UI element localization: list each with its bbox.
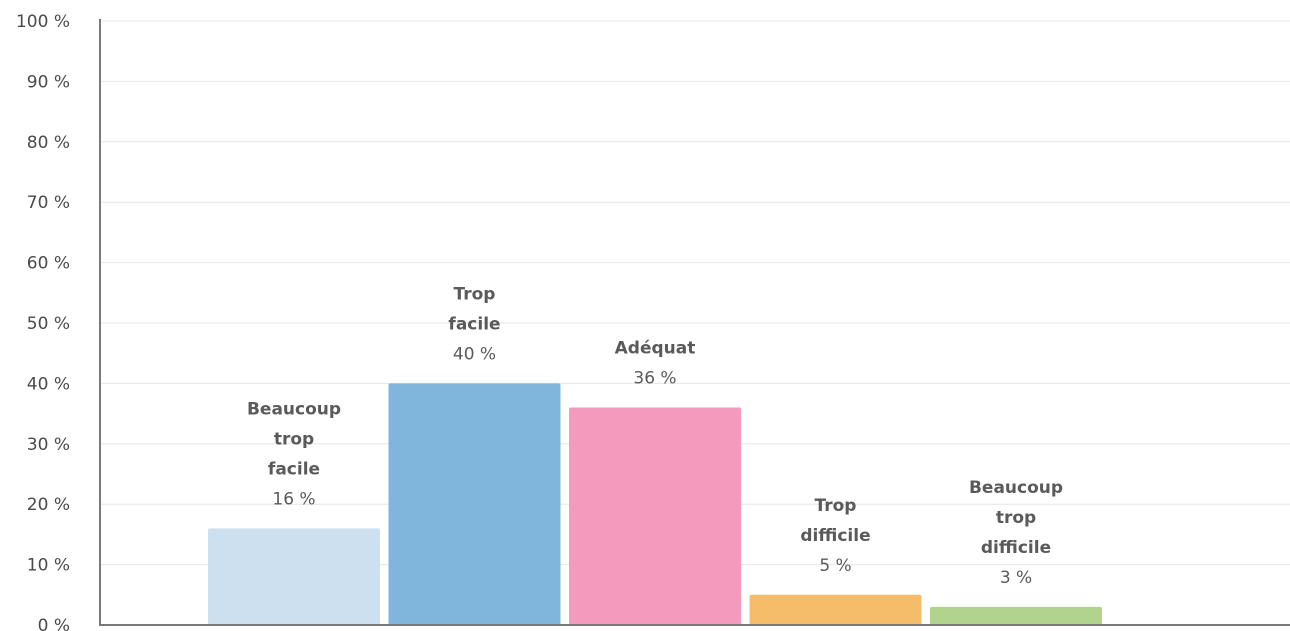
y-tick-label: 70 %	[27, 193, 70, 213]
bar-value-label: 5 %	[819, 556, 851, 576]
bar-value-label: 16 %	[272, 489, 315, 509]
bar	[208, 528, 380, 625]
y-tick-label: 50 %	[27, 314, 70, 334]
bars	[208, 383, 1102, 625]
bar-category-label: facile	[268, 459, 320, 479]
bar-category-label: Beaucoup	[969, 478, 1063, 498]
y-tick-label: 0 %	[38, 616, 70, 631]
bar-category-label: Trop	[454, 284, 496, 304]
bar	[388, 383, 561, 625]
bar-value-label: 3 %	[1000, 568, 1032, 588]
bar-value-label: 40 %	[453, 344, 496, 364]
bar-category-label: Trop	[815, 496, 857, 516]
y-tick-label: 90 %	[27, 72, 70, 92]
y-tick-label: 100 %	[16, 12, 70, 32]
bar	[569, 407, 741, 625]
bar-category-label: Beaucoup	[247, 399, 341, 419]
bar-category-label: difficile	[800, 526, 870, 546]
bar	[930, 606, 1102, 625]
y-tick-label: 40 %	[27, 374, 70, 394]
y-tick-label: 10 %	[27, 556, 70, 576]
bar	[749, 594, 922, 625]
y-tick-label: 20 %	[27, 495, 70, 515]
bar-category-label: difficile	[981, 538, 1051, 558]
bar-category-label: trop	[274, 429, 314, 449]
bar-category-label: trop	[996, 508, 1036, 528]
bar-category-label: Adéquat	[615, 339, 696, 359]
y-tick-label: 80 %	[27, 133, 70, 153]
bar-value-label: 36 %	[633, 369, 676, 389]
bar-category-label: facile	[448, 314, 500, 334]
y-tick-label: 60 %	[27, 254, 70, 274]
bar-labels: 16 % Beaucoup trop facile 40 % Trop facile 36 %…	[247, 284, 1063, 587]
y-tick-label: 30 %	[27, 435, 70, 455]
gridlines	[100, 20, 1290, 566]
y-axis-ticks: 0 % 10 % 20 % 30 % 40 % 50 % 60 % 70 % 80 % 90 % 1…	[16, 12, 70, 631]
